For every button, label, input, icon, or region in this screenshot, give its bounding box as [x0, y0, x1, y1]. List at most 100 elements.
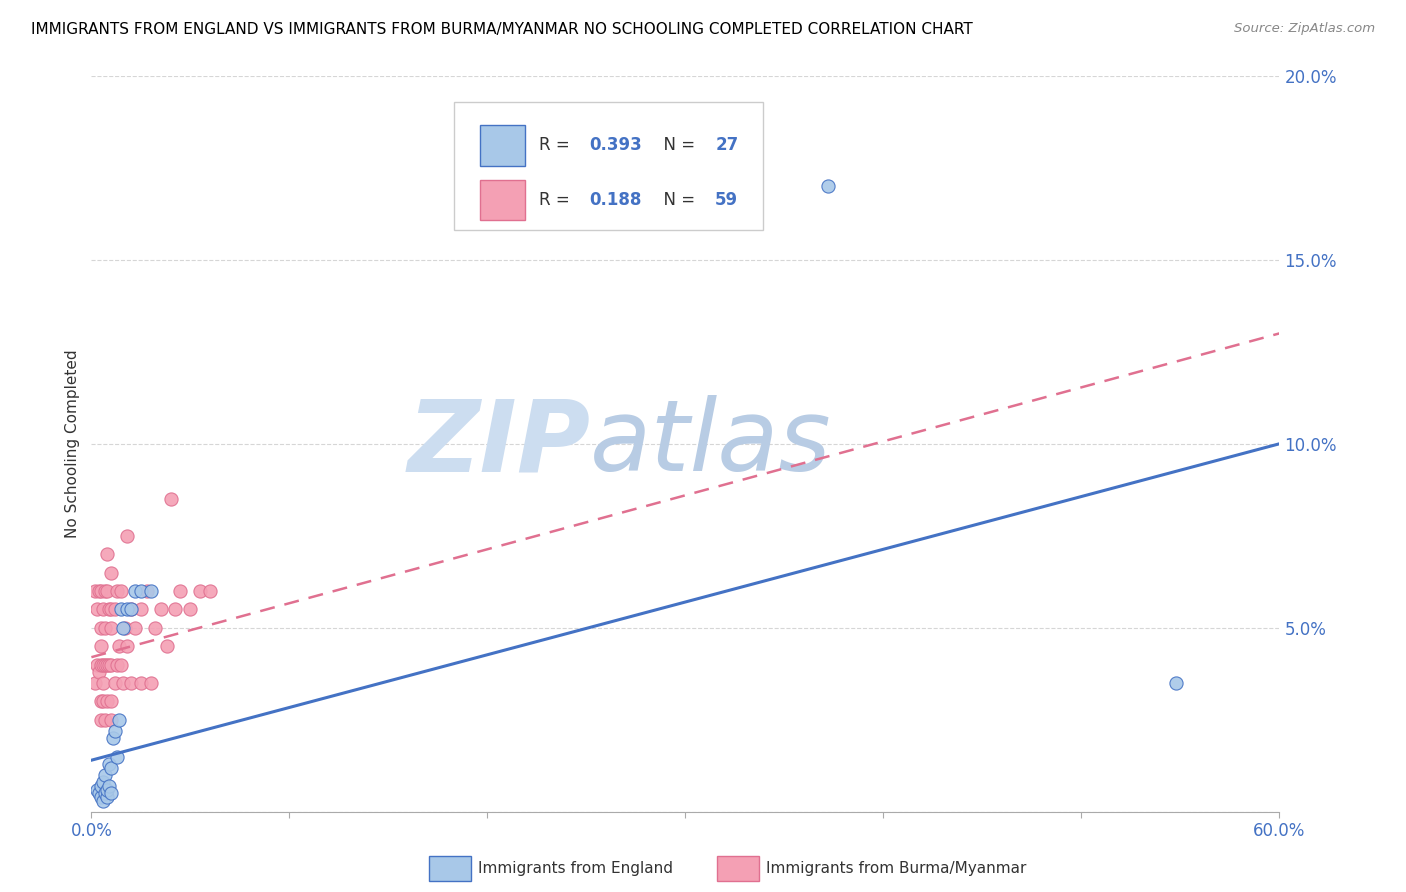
Point — [98, 779, 121, 793]
Point — [135, 584, 157, 599]
Text: ZIP: ZIP — [408, 395, 591, 492]
Point — [108, 713, 131, 727]
Point — [100, 657, 122, 672]
Point — [90, 713, 112, 727]
Point — [94, 786, 117, 800]
Point — [98, 756, 121, 771]
Point — [129, 584, 152, 599]
Point — [84, 676, 107, 690]
Text: 27: 27 — [716, 136, 738, 154]
Point — [94, 584, 117, 599]
Point — [89, 786, 111, 800]
Point — [96, 694, 118, 708]
Text: Source: ZipAtlas.com: Source: ZipAtlas.com — [1234, 22, 1375, 36]
Point — [86, 602, 108, 616]
Point — [200, 584, 222, 599]
Point — [84, 584, 107, 599]
Point — [91, 602, 114, 616]
Text: N =: N = — [654, 136, 700, 154]
Text: Immigrants from England: Immigrants from England — [478, 862, 673, 876]
Point — [124, 621, 146, 635]
Point — [139, 584, 162, 599]
Point — [100, 694, 122, 708]
FancyBboxPatch shape — [479, 180, 524, 220]
Point — [156, 639, 179, 653]
Point — [124, 584, 146, 599]
Point — [129, 676, 152, 690]
Point — [96, 547, 118, 561]
Point — [86, 657, 108, 672]
Point — [115, 602, 138, 616]
Point — [110, 584, 132, 599]
Point — [90, 779, 112, 793]
Point — [114, 621, 136, 635]
Point — [89, 584, 111, 599]
Point — [91, 676, 114, 690]
Point — [100, 621, 122, 635]
Point — [90, 621, 112, 635]
Point — [90, 694, 112, 708]
Point — [91, 794, 114, 808]
Point — [115, 529, 138, 543]
FancyBboxPatch shape — [454, 102, 762, 230]
Point — [94, 713, 117, 727]
Text: IMMIGRANTS FROM ENGLAND VS IMMIGRANTS FROM BURMA/MYANMAR NO SCHOOLING COMPLETED : IMMIGRANTS FROM ENGLAND VS IMMIGRANTS FR… — [31, 22, 973, 37]
Point — [96, 584, 118, 599]
Point — [90, 657, 112, 672]
Point — [110, 657, 132, 672]
Point — [112, 621, 135, 635]
Point — [1166, 676, 1188, 690]
Point — [108, 639, 131, 653]
Text: Immigrants from Burma/Myanmar: Immigrants from Burma/Myanmar — [766, 862, 1026, 876]
Point — [91, 657, 114, 672]
Point — [120, 602, 142, 616]
Point — [100, 566, 122, 580]
Point — [101, 731, 124, 746]
Point — [100, 602, 122, 616]
Text: R =: R = — [540, 136, 575, 154]
Point — [120, 602, 142, 616]
Text: 0.393: 0.393 — [589, 136, 643, 154]
Point — [96, 790, 118, 805]
Point — [105, 657, 128, 672]
Point — [139, 676, 162, 690]
Text: 59: 59 — [716, 191, 738, 210]
Point — [86, 782, 108, 797]
Point — [159, 491, 181, 506]
Point — [98, 602, 121, 616]
Point — [96, 657, 118, 672]
Point — [94, 621, 117, 635]
Point — [96, 782, 118, 797]
Point — [105, 584, 128, 599]
Point — [120, 676, 142, 690]
Point — [104, 723, 127, 738]
Point — [149, 602, 172, 616]
Point — [91, 775, 114, 789]
Point — [163, 602, 186, 616]
Point — [817, 179, 839, 194]
Point — [90, 790, 112, 805]
Point — [100, 760, 122, 774]
Point — [105, 749, 128, 764]
Point — [91, 694, 114, 708]
Point — [188, 584, 211, 599]
Point — [115, 639, 138, 653]
Point — [110, 602, 132, 616]
Point — [89, 665, 111, 679]
Point — [98, 657, 121, 672]
Point — [104, 676, 127, 690]
Y-axis label: No Schooling Completed: No Schooling Completed — [65, 350, 80, 538]
Point — [94, 657, 117, 672]
Point — [179, 602, 201, 616]
Text: N =: N = — [654, 191, 700, 210]
Text: atlas: atlas — [591, 395, 832, 492]
Point — [90, 584, 112, 599]
Point — [169, 584, 191, 599]
Point — [143, 621, 166, 635]
Point — [94, 768, 117, 782]
Point — [129, 602, 152, 616]
Text: R =: R = — [540, 191, 575, 210]
Point — [112, 676, 135, 690]
Point — [90, 639, 112, 653]
Point — [100, 786, 122, 800]
